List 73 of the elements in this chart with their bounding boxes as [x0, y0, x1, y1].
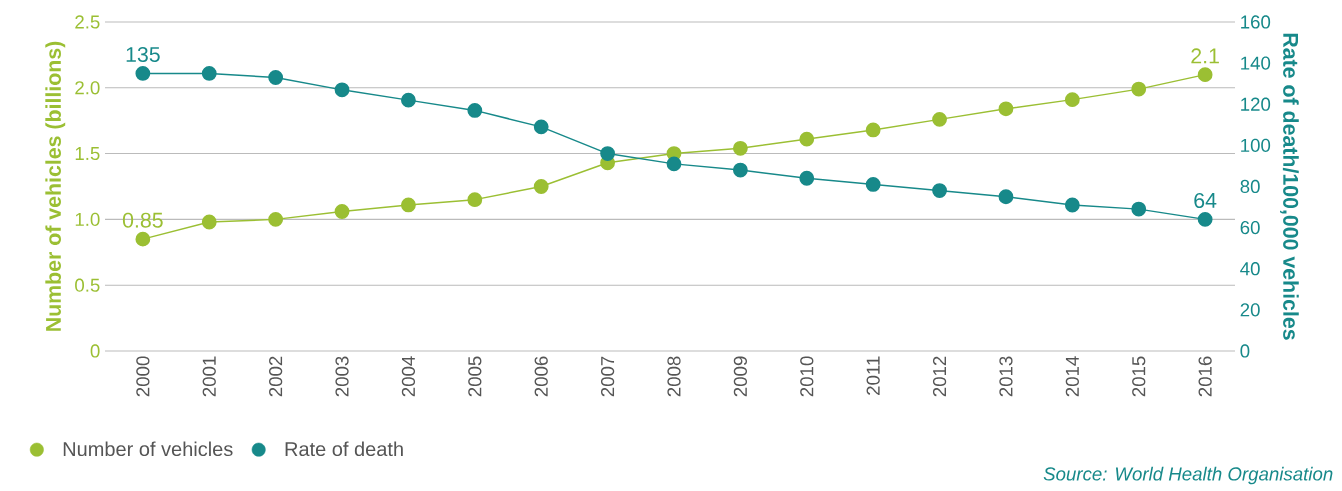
x-tick-label: 2015 — [1132, 356, 1146, 397]
data-label: 0.85 — [122, 212, 163, 228]
point — [1197, 67, 1213, 83]
y-tick-label: 1.5 — [75, 147, 100, 161]
point — [932, 183, 947, 199]
y-axis-title: Number of vehicles (billions) — [45, 41, 66, 331]
point — [135, 231, 151, 247]
point — [799, 131, 815, 147]
point — [467, 103, 483, 118]
data-label: 135 — [126, 46, 160, 63]
point — [932, 111, 947, 127]
point — [1131, 81, 1147, 97]
x-tick-label: 2001 — [202, 356, 216, 397]
point — [401, 197, 416, 213]
legend-label: Number of vehicles — [63, 441, 233, 457]
point — [401, 92, 416, 108]
y2-tick-label: 60 — [1240, 220, 1260, 235]
point — [1064, 92, 1080, 108]
point — [865, 177, 881, 192]
y2-tick-label: 120 — [1241, 97, 1271, 111]
y-tick-label: 0.5 — [75, 278, 100, 292]
point — [135, 65, 151, 81]
point — [1197, 211, 1213, 227]
point — [1131, 201, 1147, 217]
point — [1064, 197, 1080, 213]
point — [732, 162, 748, 178]
y-tick-label: 2.0 — [75, 81, 100, 95]
x-tick-label: 2011 — [866, 356, 880, 395]
source-note: Source: World Health Organisation — [1043, 466, 1333, 485]
data-label: 2.1 — [1191, 48, 1219, 64]
y-tick-label: 0 — [90, 344, 100, 358]
x-tick-label: 2013 — [999, 356, 1013, 397]
point — [666, 156, 682, 172]
point — [467, 192, 483, 208]
x-tick-label: 2016 — [1198, 356, 1212, 397]
x-tick-label: 2004 — [401, 356, 416, 397]
x-tick-label: 2008 — [667, 356, 681, 397]
point — [799, 170, 815, 186]
point — [334, 82, 350, 98]
y2-tick-label: 160 — [1241, 15, 1271, 29]
x-tick-label: 2005 — [468, 356, 482, 397]
x-tick-label: 2000 — [136, 356, 150, 397]
point — [732, 140, 748, 156]
point — [865, 122, 881, 138]
x-tick-label: 2012 — [932, 356, 947, 397]
x-tick-label: 2010 — [800, 356, 814, 397]
x-tick-label: 2006 — [534, 356, 548, 397]
y2-tick-label: 20 — [1240, 303, 1260, 317]
point — [334, 204, 350, 219]
y2-tick-label: 100 — [1241, 138, 1271, 152]
y-tick-label: 1.0 — [75, 212, 100, 226]
point — [998, 101, 1014, 117]
point — [201, 65, 217, 81]
y2-axis-title: Rate of death/100,000 vehicles — [1280, 33, 1299, 340]
point — [201, 214, 217, 230]
y2-tick-label: 40 — [1240, 262, 1260, 276]
point — [533, 119, 549, 135]
x-tick-label: 2009 — [733, 356, 747, 397]
y2-tick-label: 0 — [1240, 344, 1250, 358]
point — [998, 189, 1014, 205]
y-tick-label: 2.5 — [75, 15, 100, 29]
y2-tick-label: 80 — [1240, 179, 1260, 194]
point — [600, 146, 615, 161]
x-tick-label: 2003 — [335, 356, 349, 397]
point — [533, 179, 549, 194]
point — [268, 211, 284, 227]
point — [268, 70, 284, 85]
legend-label: Rate of death — [285, 441, 403, 457]
x-tick-label: 2007 — [600, 356, 615, 397]
x-tick-label: 2002 — [269, 356, 283, 397]
x-tick-label: 2014 — [1065, 356, 1079, 397]
data-label: 64 — [1194, 192, 1217, 209]
y2-tick-label: 140 — [1241, 56, 1271, 70]
